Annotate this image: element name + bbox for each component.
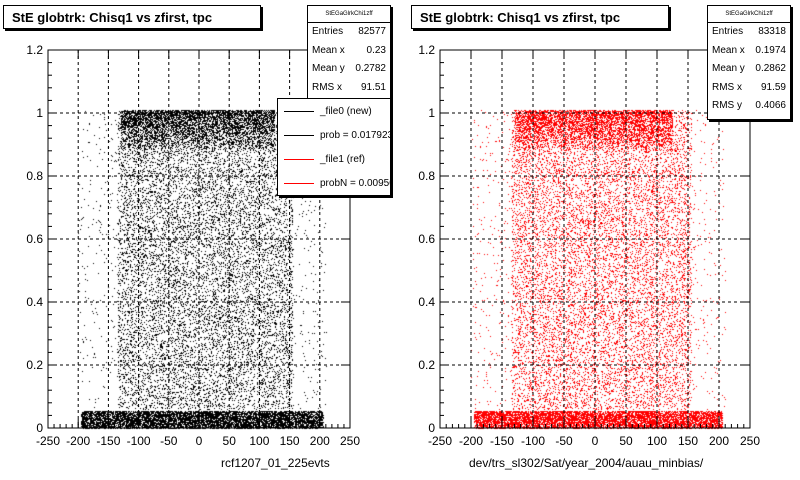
legend-entry-file0: _file0 (new) [278, 99, 390, 123]
x-tick-label: 0 [196, 434, 203, 448]
x-tick-label: 200 [709, 434, 729, 448]
data-point [525, 285, 528, 288]
stats-row-mean-y: Mean y 0.2862 [712, 63, 786, 74]
legend-box: _file0 (new) prob = 0.017923 _file1 (ref… [277, 98, 391, 196]
x-tick-label: -100 [521, 434, 545, 448]
stats-row-entries: Entries 83318 [712, 26, 786, 37]
data-point [89, 417, 92, 420]
legend-swatch [284, 134, 314, 136]
y-tick-label: 0.2 [418, 358, 435, 372]
stats-row-mean-y: Mean y 0.2782 [312, 63, 386, 74]
x-tick-label: 150 [280, 434, 300, 448]
stats-name: StEGaGlrkChi1zff [308, 6, 390, 23]
y-tick-label: 0.4 [26, 295, 43, 309]
stats-row-rms-x: RMS x 91.51 [312, 81, 386, 93]
x-tick-label: -50 [555, 434, 573, 448]
data-point [711, 420, 714, 423]
data-point [569, 121, 572, 124]
x-tick-label: -50 [160, 434, 178, 448]
x-tick-label: 100 [647, 434, 667, 448]
stats-row-mean-x: Mean x 0.23 [312, 44, 386, 56]
legend-entry-file1: _file1 (ref) [278, 147, 390, 171]
y-tick-label: 0.6 [26, 232, 43, 246]
x-tick-label: -250 [36, 434, 60, 448]
data-point [306, 420, 309, 423]
data-point [488, 417, 491, 420]
legend-entry-probn: probN = 0.009505 [278, 171, 390, 195]
data-point [270, 143, 273, 146]
stats-row-entries: Entries 82577 [312, 26, 386, 37]
data-point [600, 222, 603, 225]
stats-row-rms-x: RMS x 91.59 [712, 81, 786, 93]
stats-row-rms-y: RMS y 0.4066 [712, 100, 786, 111]
x-tick-label: -250 [428, 434, 452, 448]
data-point [167, 118, 170, 121]
x-tick-label: -100 [127, 434, 151, 448]
x-tick-label: 250 [740, 434, 760, 448]
x-tick-label: -150 [96, 434, 120, 448]
y-tick-label: 0.8 [26, 169, 43, 183]
y-tick-label: 0.6 [418, 232, 435, 246]
x-tick-label: 50 [223, 434, 237, 448]
x-tick-label: 150 [678, 434, 698, 448]
chart-title-right: StE globtrk: Chisq1 vs zfirst, tpc [411, 5, 669, 29]
stats-row-mean-x: Mean x 0.1974 [712, 44, 786, 56]
data-point [125, 269, 128, 272]
legend-entry-prob: prob = 0.017923 [278, 123, 390, 147]
legend-swatch [284, 110, 314, 112]
x-tick-label: 200 [310, 434, 330, 448]
data-point [234, 316, 237, 319]
stats-name: StEGaGlrkChi1zff [708, 6, 790, 23]
legend-swatch [284, 182, 314, 184]
x-axis-title-left: rcf1207_01_225evts [221, 456, 330, 470]
y-tick-label: 0.4 [418, 295, 435, 309]
y-tick-label: 0.8 [418, 169, 435, 183]
y-tick-label: 1 [36, 106, 43, 120]
data-point [674, 149, 677, 152]
chart-title-left: StE globtrk: Chisq1 vs zfirst, tpc [3, 5, 261, 29]
x-tick-label: 0 [592, 434, 599, 448]
x-axis-title-right: dev/trs_sl302/Sat/year_2004/auau_minbias… [469, 456, 704, 470]
y-tick-label: 1.2 [418, 43, 435, 57]
x-tick-label: -200 [459, 434, 483, 448]
x-tick-label: 50 [619, 434, 633, 448]
x-tick-label: 100 [249, 434, 269, 448]
x-tick-label: -200 [66, 434, 90, 448]
x-tick-label: -150 [490, 434, 514, 448]
y-tick-label: 1 [428, 106, 435, 120]
x-tick-label: 250 [340, 434, 360, 448]
legend-swatch [284, 158, 314, 160]
y-tick-label: 1.2 [26, 43, 43, 57]
y-tick-label: 0.2 [26, 358, 43, 372]
data-point [637, 332, 640, 335]
stats-box-left: StEGaGlrkChi1zff Entries 82577 Mean x 0.23… [307, 5, 391, 103]
y-tick-label: 0 [36, 421, 43, 435]
y-tick-label: 0 [428, 421, 435, 435]
stats-box-right: StEGaGlrkChi1zff Entries 83318 Mean x 0.19… [707, 5, 791, 120]
